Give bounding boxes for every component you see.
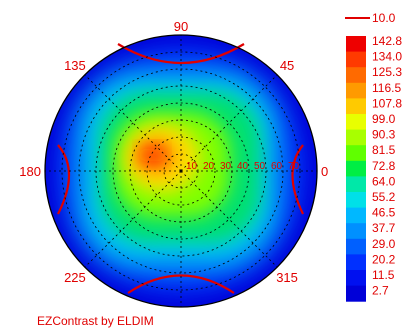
radial-tick-label: 60 (271, 161, 283, 172)
angle-label: 225 (64, 270, 86, 285)
angle-label: 135 (64, 58, 86, 73)
colorbar-label: 107.8 (372, 96, 402, 110)
colorbar-label: 125.3 (372, 65, 402, 79)
grid-ring (112, 102, 250, 240)
colorbar-swatch (346, 51, 366, 68)
heatmap-band-red (142, 147, 162, 163)
colorbar-swatch (346, 285, 366, 302)
angle-label: 315 (276, 270, 298, 285)
angle-label: 45 (280, 58, 294, 73)
plot-disc-outline (44, 34, 318, 308)
colorbar-swatch (346, 98, 366, 115)
colorbar-label: 11.5 (372, 268, 395, 282)
colorbar-swatch (346, 238, 366, 255)
radial-tick-label: 20 (203, 161, 215, 172)
colorbar-label: 29.0 (372, 237, 396, 251)
angle-label: 180 (19, 164, 41, 179)
colorbar-label: 64.0 (372, 174, 396, 188)
contour-bottom (127, 274, 235, 294)
colorbar-swatch (346, 129, 366, 146)
colorbar-swatch (346, 223, 366, 240)
grid-ring (61, 51, 301, 291)
contour-left (57, 144, 70, 215)
colorbar-label: 72.8 (372, 159, 396, 173)
contour-top (117, 43, 245, 65)
colorbar-label: 99.0 (372, 112, 396, 126)
colorbar-label: 142.8 (372, 34, 402, 48)
colorbar-swatch (346, 82, 366, 99)
colorbar-label: 37.7 (372, 221, 396, 235)
credit-text: EZContrast by ELDIM (37, 314, 154, 328)
contour-lines (57, 43, 304, 294)
colorbar-swatch (346, 176, 366, 193)
colorbar-label: 81.5 (372, 143, 396, 157)
angle-label: 0 (321, 164, 328, 179)
polar-grid (45, 35, 317, 307)
colorbar-swatch (346, 254, 366, 271)
angle-label: 90 (174, 19, 188, 34)
colorbar-label: 116.5 (372, 81, 401, 95)
grid-ring (146, 136, 216, 206)
radial-tick-labels: 10 20 30 40 50 60 70 (186, 161, 300, 172)
colorbar-swatch (346, 114, 366, 131)
angle-labels: 90 45 0 315 225 180 135 (19, 19, 328, 285)
radial-tick-label: 40 (237, 161, 249, 172)
radial-tick-label: 30 (220, 161, 232, 172)
colorbar-label: 134.0 (372, 50, 402, 64)
colorbar-swatch (346, 207, 366, 224)
radial-tick-label: 10 (186, 161, 198, 172)
colorbar-label: 46.5 (372, 206, 396, 220)
colorbar-swatch (346, 36, 366, 53)
colorbar-label: 2.7 (372, 284, 389, 298)
colorbar-label: 55.2 (372, 190, 396, 204)
polar-plot-area: 10 20 30 40 50 60 70 (44, 34, 318, 308)
colorbar-label: 90.3 (372, 128, 396, 142)
radial-tick-label: 50 (254, 161, 266, 172)
colorbar-swatch (346, 145, 366, 162)
contour-legend-label: 10.0 (372, 11, 396, 25)
colorbar-swatch (346, 270, 366, 287)
colorbar-label: 20.2 (372, 252, 396, 266)
colorbar-swatch (346, 67, 366, 84)
contour-right (291, 144, 304, 215)
colorbar-swatch (346, 192, 366, 209)
radial-tick-label: 70 (288, 161, 300, 172)
colorbar-swatch (346, 160, 366, 177)
